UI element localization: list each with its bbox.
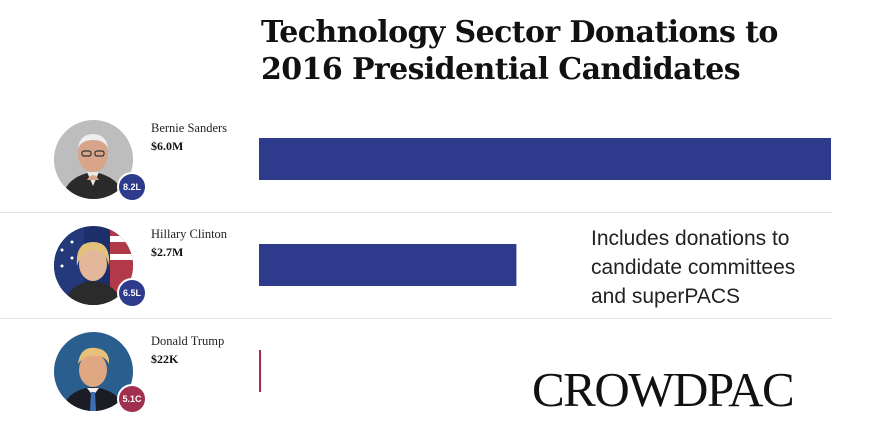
bar-donald-trump	[259, 350, 262, 392]
donation-value: $2.7M	[151, 245, 184, 259]
footnote-line: and superPACS	[591, 285, 741, 308]
rating-badge: 6.5L	[117, 278, 147, 308]
candidate-name: Bernie Sanders	[151, 121, 228, 135]
row-divider	[0, 212, 832, 213]
bar-bernie-sanders	[259, 138, 831, 180]
rating-badge: 5.1C	[117, 384, 147, 414]
footnote: Includes donations to candidate committe…	[591, 224, 851, 311]
candidate-name: Hillary Clinton	[151, 227, 228, 241]
candidate-name: Donald Trump	[151, 334, 225, 348]
row-divider	[0, 318, 832, 319]
rating-badge: 8.2L	[117, 172, 147, 202]
chart-title: Technology Sector Donations to 2016 Pres…	[261, 15, 778, 87]
candidate-photo-sanders	[54, 120, 133, 199]
footnote-line: Includes donations to	[591, 227, 790, 250]
donation-value: $6.0M	[151, 139, 184, 153]
donation-value: $22K	[151, 352, 179, 366]
bar-hillary-clinton	[259, 244, 517, 286]
footnote-line: candidate committees	[591, 256, 796, 279]
crowdpac-logo: CROWDPAC	[532, 362, 795, 417]
